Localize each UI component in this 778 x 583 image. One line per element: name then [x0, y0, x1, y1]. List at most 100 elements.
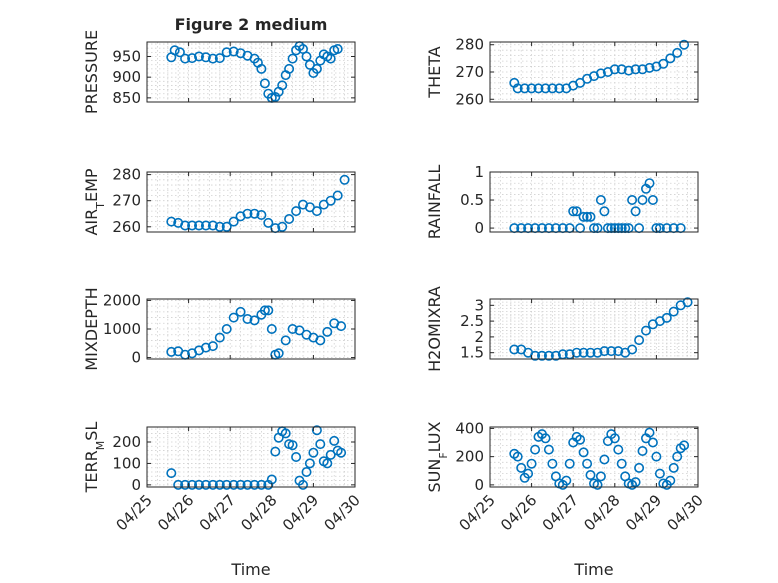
y-tick-label-2-0: 260	[112, 218, 141, 236]
y-tick-label-3-2: 1	[474, 163, 484, 181]
y-axis-label-5: H2OMIXRA	[425, 286, 444, 372]
data-point-4-15	[263, 305, 274, 316]
x-tick-label-6-0: 04/25	[113, 491, 156, 534]
data-point-7-6	[530, 444, 541, 455]
data-point-2-9	[228, 216, 239, 227]
subplots: 850 900 950 PRESSURE 260 270 280 THETA 260 270 280…	[82, 30, 707, 534]
data-point-0-24	[287, 53, 298, 64]
y-tick-label-4-1: 1000	[103, 320, 141, 338]
data-point-6-10	[235, 479, 246, 490]
subplot-5: 1.522.53 H2OMIXRA	[425, 286, 699, 372]
data-point-5-7	[557, 349, 568, 360]
data-point-6-3	[187, 479, 198, 490]
data-point-4-7	[214, 332, 225, 343]
data-point-7-35	[630, 477, 641, 488]
y-tick-label-5-3: 3	[474, 296, 484, 314]
subplot-0: 850 900 950 PRESSURE	[82, 30, 356, 114]
data-point-4-6	[207, 341, 218, 352]
data-point-2-21	[311, 206, 322, 217]
y-tick-label-0-1: 900	[112, 68, 141, 86]
data-point-7-31	[616, 458, 627, 469]
y-tick-label-1-2: 280	[455, 36, 484, 54]
y-tick-label-5-2: 2.5	[460, 312, 484, 330]
data-point-5-5	[543, 350, 554, 361]
x-axis-label-right: Time	[573, 560, 613, 579]
data-point-4-14	[259, 305, 270, 316]
data-point-4-20	[287, 323, 298, 334]
data-point-2-6	[207, 220, 218, 231]
data-point-4-21	[294, 325, 305, 336]
data-point-1-5	[540, 83, 551, 94]
data-point-0-5	[194, 51, 205, 62]
data-point-2-13	[256, 210, 267, 221]
data-point-6-8	[221, 479, 232, 490]
data-point-2-2	[180, 220, 191, 231]
data-point-6-25	[301, 466, 312, 477]
data-point-7-25	[595, 471, 606, 482]
x-tick-label-6-1: 04/26	[154, 491, 197, 534]
data-point-0-37	[332, 43, 343, 54]
data-point-1-1	[512, 83, 523, 94]
data-point-2-11	[242, 208, 253, 219]
y-tick-label-2-1: 270	[112, 192, 141, 210]
data-point-4-0	[166, 346, 177, 357]
data-point-5-12	[592, 347, 603, 358]
data-point-6-19	[280, 428, 291, 439]
data-point-0-28	[301, 51, 312, 62]
data-point-7-2	[516, 462, 527, 473]
data-point-6-35	[336, 447, 347, 458]
data-point-4-8	[221, 323, 232, 334]
data-point-0-10	[228, 46, 239, 57]
data-point-1-22	[658, 58, 669, 69]
data-point-3-13	[582, 211, 593, 222]
data-point-7-37	[637, 445, 648, 456]
data-point-5-17	[627, 344, 638, 355]
y-tick-label-6-1: 100	[112, 454, 141, 472]
data-point-6-31	[322, 458, 333, 469]
data-point-0-3	[180, 53, 191, 64]
data-point-4-11	[242, 313, 253, 324]
data-point-5-6	[550, 350, 561, 361]
axes-box-2	[146, 171, 356, 233]
data-point-6-0	[166, 468, 177, 479]
y-tick-label-3-1: 0.5	[460, 191, 484, 209]
data-point-6-5	[200, 479, 211, 490]
data-point-4-24	[315, 335, 326, 346]
data-point-7-4	[523, 468, 534, 479]
data-point-7-21	[582, 458, 593, 469]
data-point-6-7	[214, 479, 225, 490]
data-point-6-29	[315, 439, 326, 450]
data-point-7-41	[651, 451, 662, 462]
data-point-4-5	[200, 342, 211, 353]
data-point-7-49	[679, 440, 690, 451]
x-tick-label-7-4: 04/29	[622, 491, 665, 534]
data-point-5-18	[634, 335, 645, 346]
data-point-5-11	[585, 347, 596, 358]
data-point-7-16	[564, 458, 575, 469]
x-tick-label-7-2: 04/27	[539, 491, 582, 534]
data-point-6-24	[297, 479, 308, 490]
data-point-7-36	[634, 462, 645, 473]
data-point-3-10	[571, 206, 582, 217]
y-tick-label-0-2: 950	[112, 47, 141, 65]
data-point-2-8	[221, 221, 232, 232]
axes-box-6	[146, 426, 356, 488]
data-point-2-14	[263, 217, 274, 228]
x-tick-label-6-5: 04/30	[321, 491, 364, 534]
data-point-1-25	[679, 39, 690, 50]
data-point-1-4	[533, 83, 544, 94]
data-point-7-1	[512, 451, 523, 462]
axes-box-5	[489, 298, 699, 360]
x-axis-label-left: Time	[230, 560, 270, 579]
data-point-3-12	[578, 211, 589, 222]
data-point-2-7	[214, 221, 225, 232]
axes-box-3	[489, 171, 699, 233]
data-point-7-40	[647, 437, 658, 448]
data-point-1-17	[623, 65, 634, 76]
data-point-7-9	[540, 433, 551, 444]
data-point-5-23	[668, 306, 679, 317]
y-tick-label-1-0: 260	[455, 90, 484, 108]
data-point-6-11	[242, 479, 253, 490]
